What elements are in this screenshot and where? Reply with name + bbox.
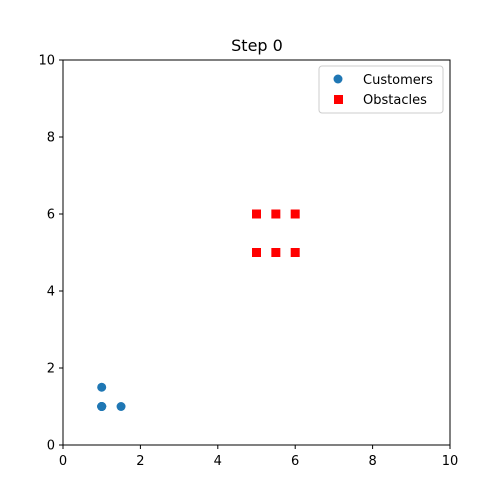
legend-label-obstacles: Obstacles — [363, 93, 427, 108]
legend-box — [318, 65, 444, 114]
y-tick-label: 10 — [38, 54, 55, 69]
legend-marker-obstacles — [334, 95, 343, 104]
data-points — [97, 209, 300, 411]
series-customers — [97, 382, 126, 411]
chart-title: Step 0 — [231, 36, 283, 55]
x-tick-label: 8 — [368, 454, 376, 469]
customer-point — [97, 402, 107, 411]
legend-label-customers: Customers — [363, 73, 433, 88]
series-obstacles — [252, 209, 300, 257]
x-tick-label: 0 — [59, 454, 67, 469]
x-tick-label: 10 — [442, 454, 459, 469]
x-tick-label: 6 — [291, 454, 299, 469]
customer-point — [116, 402, 126, 411]
legend: Customers Obstacles — [318, 65, 444, 114]
y-tick-label: 4 — [47, 285, 55, 300]
x-tick-label: 2 — [136, 454, 144, 469]
customer-point — [97, 382, 107, 392]
obstacle-point — [290, 209, 300, 219]
y-tick-label: 0 — [47, 439, 55, 454]
y-tick-label: 2 — [47, 362, 55, 377]
y-tick-label: 6 — [47, 208, 55, 223]
obstacle-point — [271, 209, 281, 219]
obstacle-point — [290, 248, 300, 257]
obstacle-point — [252, 248, 261, 257]
y-axis: 0 2 4 6 8 10 — [38, 54, 63, 454]
obstacle-point — [271, 248, 281, 257]
obstacle-point — [252, 209, 261, 219]
x-tick-label: 4 — [214, 454, 222, 469]
x-axis: 0 2 4 6 8 10 — [59, 445, 458, 469]
legend-marker-customers — [333, 74, 343, 84]
y-tick-label: 8 — [47, 131, 55, 146]
